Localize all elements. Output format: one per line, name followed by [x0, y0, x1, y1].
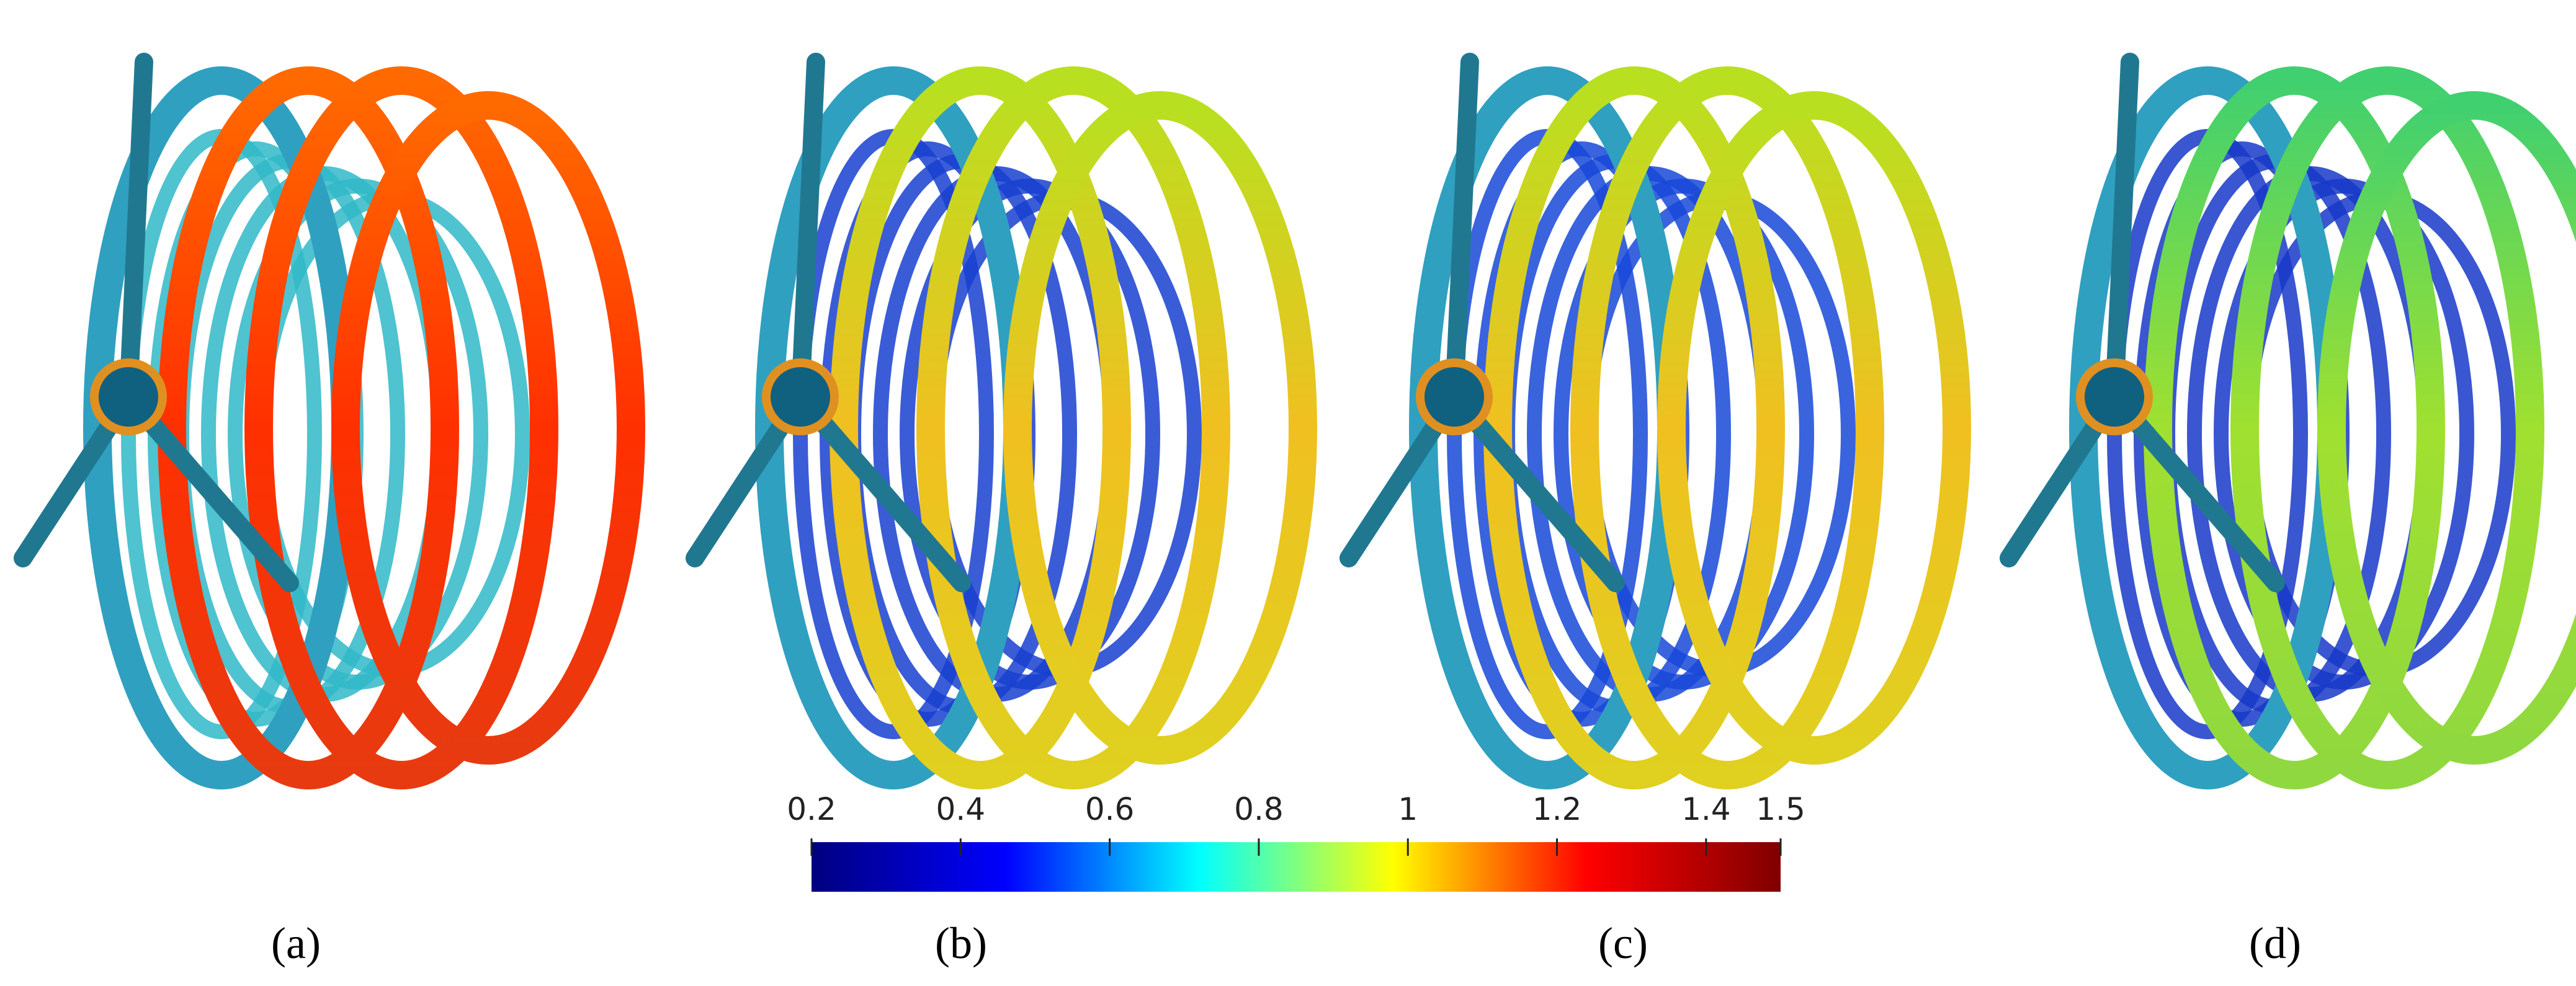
panel-label: (a) [271, 918, 321, 968]
tip-vortex [830, 66, 1131, 789]
hub [762, 358, 839, 435]
panel-label: (d) [2249, 918, 2301, 968]
tip-vortex [1483, 66, 1785, 789]
panel-label: (c) [1598, 918, 1648, 968]
tip-vortex [2230, 66, 2544, 789]
blade [791, 388, 971, 592]
tip-vortex [1003, 91, 1317, 765]
panel [14, 53, 645, 789]
tip-vortex [331, 91, 645, 765]
colorbar-ticks: 0.2 0.4 0.6 0.8 1 1.2 1.4 1.5 [787, 791, 1805, 856]
tick-label: 1.2 [1532, 791, 1582, 827]
blade [791, 53, 825, 406]
panel [1339, 53, 1971, 789]
panel-label: (b) [935, 918, 987, 968]
blade [119, 53, 153, 406]
hub [2076, 358, 2153, 435]
blade [1445, 388, 1625, 592]
tick-label: 0.4 [936, 791, 986, 827]
tip-vortex [916, 66, 1230, 789]
tick-label: 0.2 [787, 791, 836, 827]
blade [2105, 388, 2285, 592]
tick-label: 1.4 [1681, 791, 1731, 827]
tip-vortex [2144, 66, 2445, 789]
tick-label: 0.6 [1085, 791, 1135, 827]
panel-labels: (a) (b) (c) (d) [271, 918, 2301, 968]
blade [119, 388, 299, 592]
inner-vortex [900, 179, 1160, 690]
tip-vortex [158, 66, 459, 789]
panel [2000, 53, 2576, 789]
tip-vortex [1570, 66, 1884, 789]
tip-vortex [244, 66, 558, 789]
inner-vortex [2214, 179, 2474, 690]
colorbar [812, 842, 1781, 892]
blade [1445, 53, 1479, 406]
tick-label: 1.5 [1756, 791, 1805, 827]
tip-vortex [2317, 91, 2576, 765]
hub [1416, 358, 1493, 435]
hub [90, 358, 167, 435]
tick-label: 1 [1398, 791, 1418, 827]
inner-vortex [228, 179, 488, 690]
vortex-renderings [14, 53, 2576, 789]
inner-vortex [1554, 179, 1814, 690]
blade [2105, 53, 2139, 406]
tick-label: 0.8 [1234, 791, 1284, 827]
tip-vortex [1657, 91, 1971, 765]
panel [686, 53, 1317, 789]
